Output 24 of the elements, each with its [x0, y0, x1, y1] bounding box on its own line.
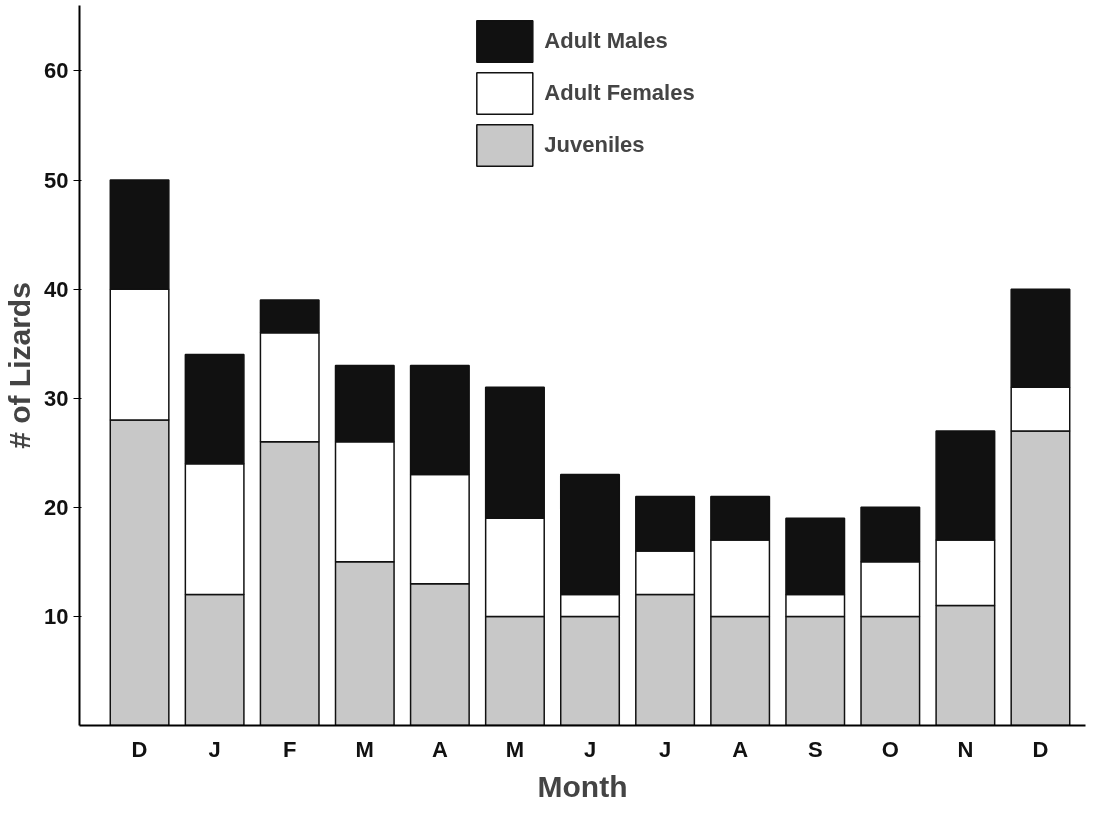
x-tick-label: J — [583, 736, 597, 762]
y-tick-label: 20 — [44, 494, 69, 520]
x-tick-label: F — [282, 736, 297, 762]
legend-label: Adult Females — [544, 80, 695, 106]
x-tick-label: J — [658, 736, 672, 762]
x-tick-label: O — [881, 736, 899, 762]
x-tick-label: N — [957, 736, 974, 762]
y-tick-label: 40 — [44, 276, 69, 302]
x-tick-label: A — [732, 736, 749, 762]
y-axis-title: # of Lizards — [3, 282, 37, 449]
legend-label: Juveniles — [544, 132, 645, 158]
y-tick-label: 30 — [44, 385, 69, 411]
y-tick-label: 10 — [44, 603, 69, 629]
x-tick-label: D — [131, 736, 148, 762]
x-tick-label: J — [208, 736, 221, 762]
x-tick-label: D — [1032, 736, 1049, 762]
x-tick-label: M — [355, 736, 374, 762]
x-axis-title: Month — [537, 769, 628, 803]
y-tick-label: 60 — [44, 58, 69, 84]
legend-label: Adult Males — [544, 28, 668, 54]
x-tick-label: A — [431, 736, 448, 762]
y-tick-label: 50 — [44, 167, 69, 193]
x-tick-label: S — [807, 736, 823, 762]
x-tick-label: M — [505, 736, 525, 762]
